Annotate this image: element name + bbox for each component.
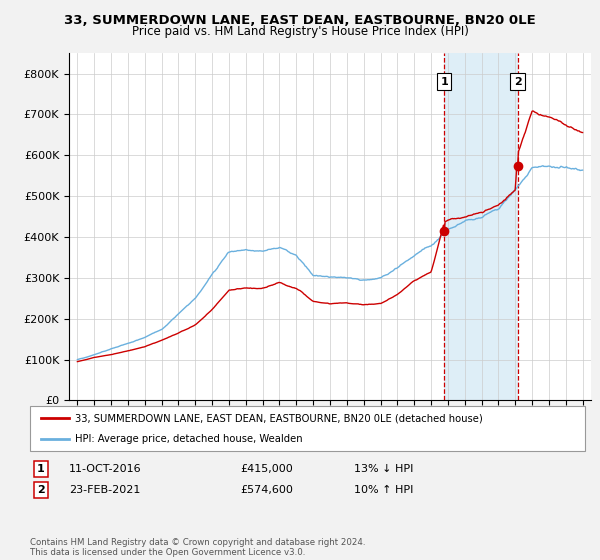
Text: 23-FEB-2021: 23-FEB-2021 <box>69 485 140 495</box>
Text: £574,600: £574,600 <box>240 485 293 495</box>
Text: Contains HM Land Registry data © Crown copyright and database right 2024.
This d: Contains HM Land Registry data © Crown c… <box>30 538 365 557</box>
Text: HPI: Average price, detached house, Wealden: HPI: Average price, detached house, Weal… <box>75 433 302 444</box>
Text: 11-OCT-2016: 11-OCT-2016 <box>69 464 142 474</box>
Text: Price paid vs. HM Land Registry's House Price Index (HPI): Price paid vs. HM Land Registry's House … <box>131 25 469 38</box>
Text: 33, SUMMERDOWN LANE, EAST DEAN, EASTBOURNE, BN20 0LE: 33, SUMMERDOWN LANE, EAST DEAN, EASTBOUR… <box>64 14 536 27</box>
Text: 13% ↓ HPI: 13% ↓ HPI <box>354 464 413 474</box>
Text: £415,000: £415,000 <box>240 464 293 474</box>
Bar <box>444 53 518 400</box>
Text: 1: 1 <box>37 464 44 474</box>
Text: 10% ↑ HPI: 10% ↑ HPI <box>354 485 413 495</box>
Text: 2: 2 <box>37 485 44 495</box>
Text: 2: 2 <box>514 77 521 87</box>
Text: 1: 1 <box>440 77 448 87</box>
Text: 33, SUMMERDOWN LANE, EAST DEAN, EASTBOURNE, BN20 0LE (detached house): 33, SUMMERDOWN LANE, EAST DEAN, EASTBOUR… <box>75 413 483 423</box>
